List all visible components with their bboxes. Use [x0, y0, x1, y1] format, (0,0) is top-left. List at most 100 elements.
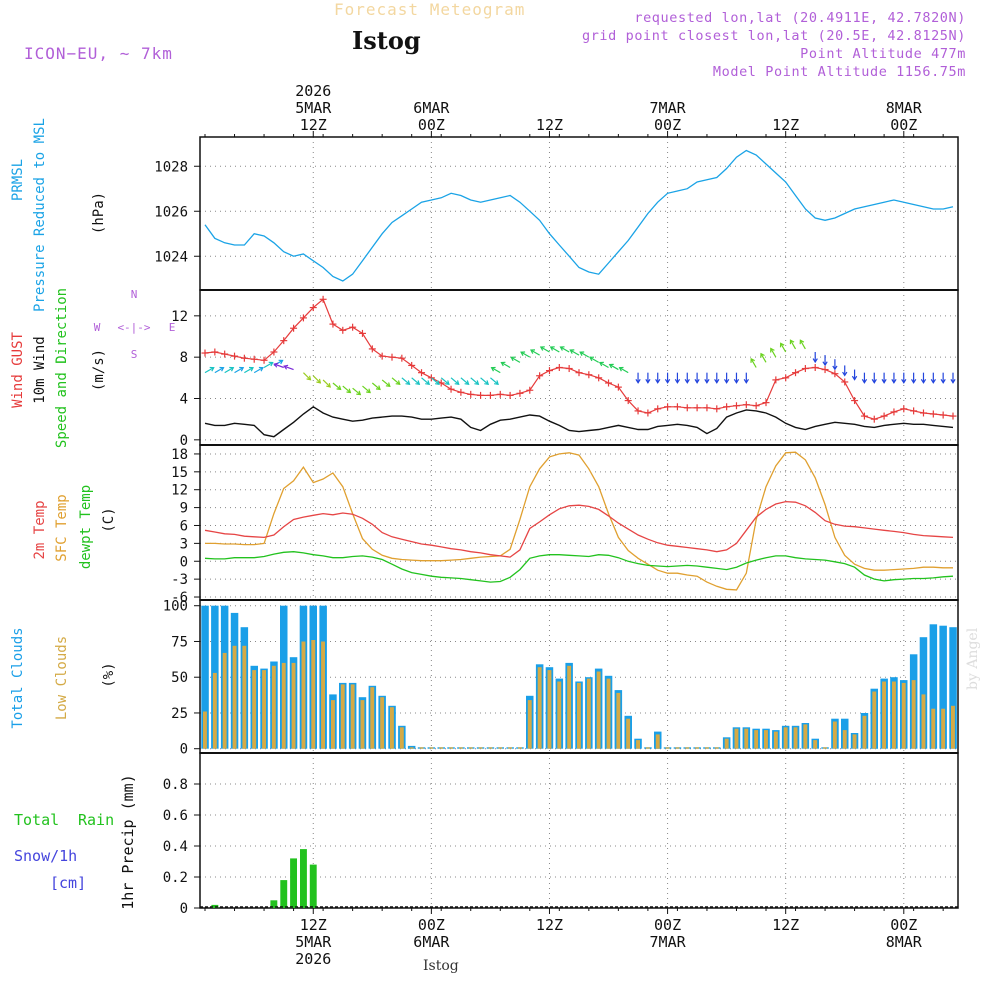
ytick-label: 9: [180, 501, 188, 517]
wind-arrow: [234, 366, 245, 374]
wind-arrow-head: [559, 346, 565, 351]
wind-arrow-head: [579, 351, 585, 356]
gust-marker: [457, 388, 465, 396]
low-cloud-bar: [744, 728, 749, 749]
low-cloud-bar: [675, 747, 680, 749]
wind-arrow-head: [520, 351, 526, 356]
wind-arrow-head: [239, 366, 245, 372]
wind-arrow-shaft: [550, 346, 560, 353]
low-cloud-bar: [468, 747, 473, 749]
wind-arrow-head: [549, 346, 555, 351]
wind-arrow-head: [336, 385, 342, 391]
low-cloud-bar: [773, 731, 778, 749]
gust-marker: [545, 367, 553, 375]
wind-arrow-head: [283, 364, 289, 370]
wind-arrow-head: [910, 378, 917, 384]
total-cloud-bar: [919, 637, 928, 749]
total-cloud-bar: [929, 624, 938, 749]
xtick-top-label: 12Z: [300, 116, 327, 134]
wind-arrow-head: [268, 361, 274, 367]
gust-marker: [605, 379, 613, 387]
forecast-title: Forecast Meteogram: [334, 0, 526, 19]
gust-marker: [870, 415, 878, 423]
gust-marker: [516, 389, 524, 397]
model-resolution: ICON−EU, ∼ 7km: [24, 44, 173, 63]
cloud-unit: (%): [101, 662, 117, 687]
ytick-label: 0: [180, 742, 188, 758]
low-cloud-bar: [783, 727, 788, 749]
wind-arrow-head: [405, 380, 411, 386]
wind-arrow-shaft: [790, 339, 797, 350]
wind-arrow: [760, 352, 767, 363]
wind-arrow-head: [842, 371, 848, 377]
low-cloud-bar: [419, 747, 424, 749]
low-cloud-bar: [823, 747, 827, 749]
low-cloud-bar: [271, 665, 276, 749]
wind-arrow-head: [812, 358, 818, 364]
low-cloud-bar: [832, 721, 837, 749]
wind-arrow: [204, 366, 215, 374]
pressure-label-1: PRMSL: [10, 159, 26, 201]
wind-arrow-shaft: [381, 379, 391, 387]
wind-arrow: [901, 372, 907, 384]
gust-marker: [408, 361, 416, 369]
wind-arrow-head: [674, 378, 681, 384]
wind-arrow-shaft: [530, 349, 540, 356]
wind-arrow: [490, 377, 499, 386]
gust-marker: [418, 369, 426, 377]
gust-marker: [260, 356, 268, 364]
ytick-label: 0: [180, 554, 188, 570]
low-cloud-bar: [862, 715, 867, 749]
low-cloud-bar: [242, 645, 247, 749]
pressure-label-2: Pressure Reduced to MSL: [32, 118, 48, 312]
low-cloud-bar: [793, 727, 798, 749]
ytick-label: 4: [180, 392, 188, 408]
panel-pressure: 1024 1026 1028: [154, 136, 959, 291]
gust-marker: [752, 402, 760, 410]
wind-arrow-shaft: [371, 382, 381, 390]
wind-arrow-shaft: [312, 375, 321, 384]
low-cloud-bar: [399, 727, 404, 749]
wind-arrow-shaft: [401, 377, 410, 385]
low-cloud-bar: [665, 747, 670, 749]
low-cloud-bar: [626, 718, 631, 749]
gust-marker: [595, 374, 603, 382]
wind-arrow-head: [750, 357, 755, 363]
rain-bar: [309, 864, 317, 908]
wind-arrow-shaft: [214, 367, 224, 374]
gust-marker: [831, 370, 839, 378]
wind-arrow-shaft: [799, 339, 806, 350]
wind-arrow: [352, 387, 362, 396]
rain-bar: [300, 849, 307, 908]
wind-arrow: [263, 361, 274, 369]
rain-bar: [290, 858, 297, 908]
wind-arrow-shaft: [411, 377, 420, 385]
bottom-location-label: Istog: [423, 958, 459, 974]
wind-arrow-shaft: [450, 377, 460, 385]
gust-marker: [890, 408, 898, 416]
low-cloud-bar: [291, 662, 296, 749]
low-cloud-bar: [596, 671, 601, 749]
gust-marker: [929, 410, 937, 418]
low-cloud-bar: [203, 711, 207, 749]
gust-marker: [486, 391, 494, 399]
gust-marker: [221, 350, 229, 358]
wind-arrow-head: [789, 339, 795, 345]
gust-marker: [211, 348, 219, 356]
low-cloud-bar: [458, 747, 463, 749]
wind-arrow: [704, 372, 710, 384]
wind-arrow-shaft: [560, 346, 570, 353]
wind-arrow: [500, 361, 511, 369]
wind-arrow-head: [415, 380, 421, 386]
wind-arrow: [861, 372, 868, 384]
wind-arrow: [244, 366, 254, 374]
wind-arrow-head: [694, 378, 700, 384]
wind-arrow-head: [306, 375, 312, 381]
low-cloud-bar: [911, 680, 916, 749]
wind-arrow-head: [733, 378, 740, 384]
low-cloud-bar: [508, 747, 512, 749]
wind-arrow: [283, 364, 294, 371]
rain-bar: [211, 904, 219, 908]
wind-arrow: [891, 372, 897, 384]
low-cloud-bar: [350, 684, 355, 749]
